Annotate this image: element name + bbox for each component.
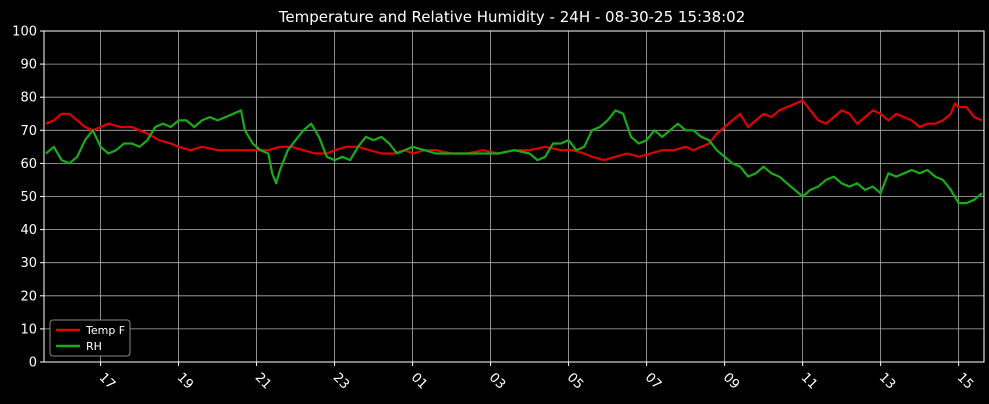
y-tick-label: 60 [20, 157, 37, 172]
legend-label: RH [86, 340, 102, 353]
y-axis-ticks: 0 10 20 30 40 50 60 70 80 90 100 [12, 25, 44, 371]
y-tick-label: 90 [20, 58, 37, 73]
y-tick-label: 80 [20, 91, 37, 106]
y-tick-label: 0 [29, 356, 37, 371]
y-tick-label: 40 [20, 223, 37, 238]
y-tick-label: 100 [12, 25, 37, 40]
legend-label: Temp F [85, 324, 125, 337]
series-lines [45, 99, 983, 205]
y-tick-label: 30 [20, 256, 37, 271]
chart-title: Temperature and Relative Humidity - 24H … [278, 8, 746, 26]
y-tick-label: 20 [20, 289, 37, 304]
y-tick-label: 50 [20, 190, 37, 205]
y-tick-label: 70 [20, 124, 37, 139]
series-line-rh [45, 109, 983, 205]
series-line-temp-f [45, 99, 983, 162]
legend: Temp F RH [49, 319, 131, 357]
y-tick-label: 10 [20, 322, 37, 337]
